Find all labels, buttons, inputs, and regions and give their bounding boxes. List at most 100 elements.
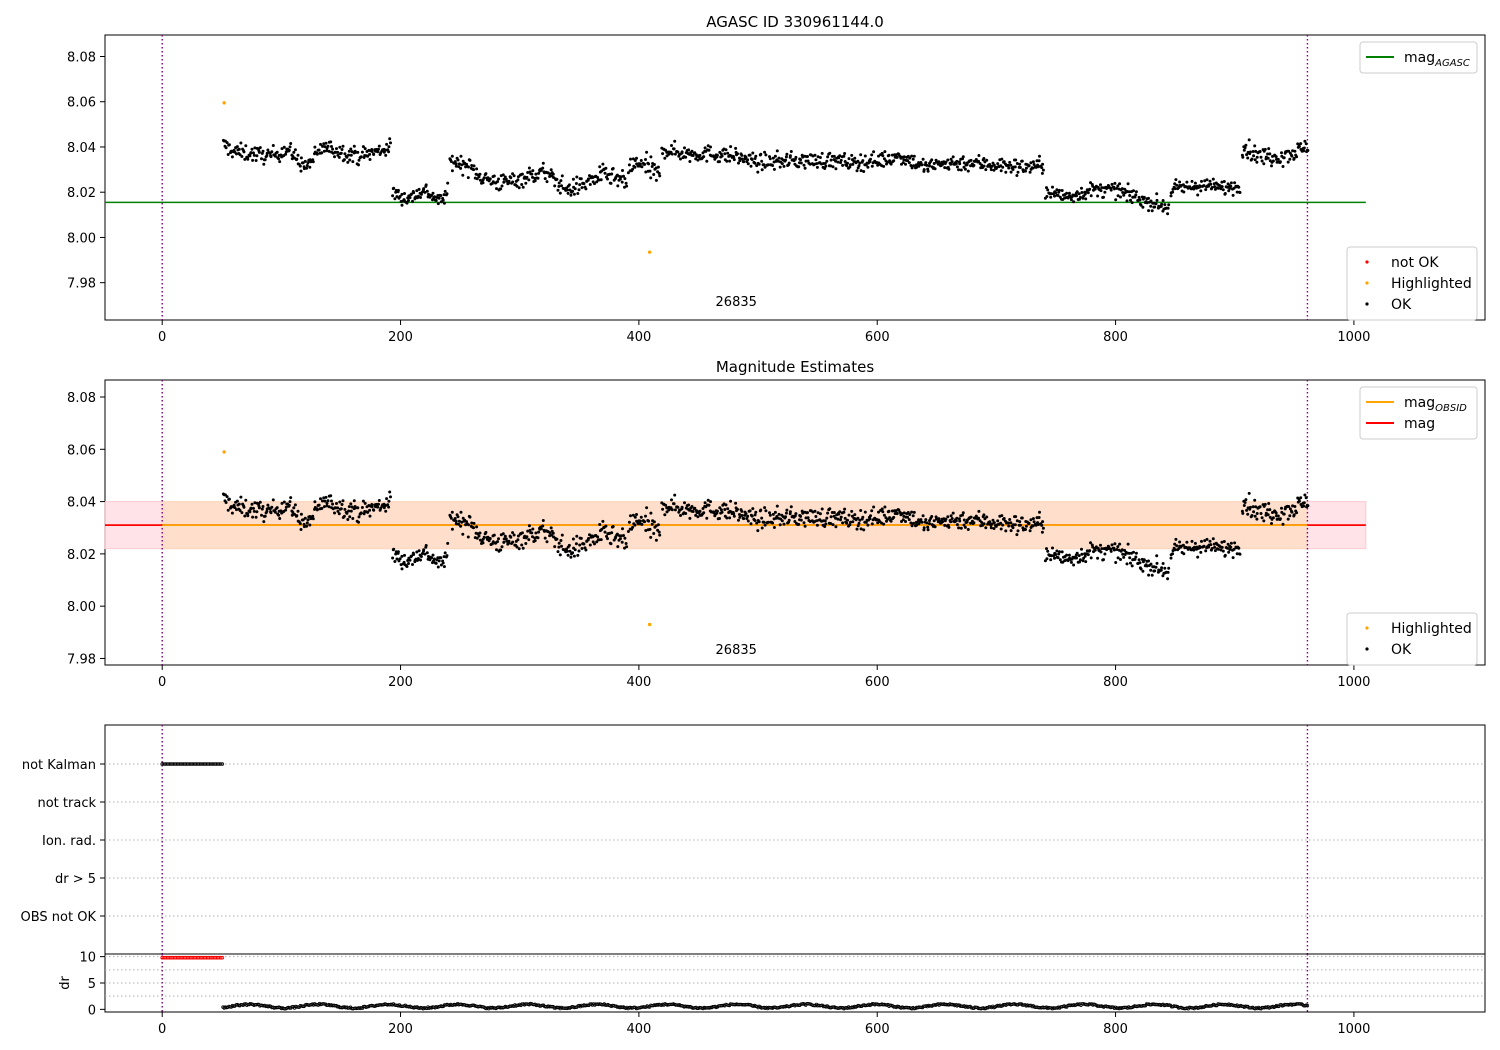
ok-point bbox=[1125, 562, 1129, 566]
ok-point bbox=[242, 150, 246, 154]
ok-point bbox=[1268, 152, 1272, 156]
ok-point bbox=[484, 530, 488, 534]
ok-point bbox=[1139, 567, 1143, 571]
ok-point bbox=[705, 516, 709, 520]
ok-point bbox=[1112, 548, 1116, 552]
legend-box bbox=[1359, 41, 1478, 74]
ok-point bbox=[412, 553, 416, 556]
ok-point bbox=[649, 511, 653, 515]
ok-point bbox=[787, 161, 791, 165]
ok-point bbox=[357, 163, 360, 167]
ok-point bbox=[737, 161, 740, 165]
ok-point bbox=[442, 193, 446, 197]
ok-point bbox=[990, 522, 994, 526]
ok-point bbox=[706, 144, 710, 148]
ok-point bbox=[1297, 499, 1301, 503]
ok-point bbox=[977, 516, 981, 520]
ok-point bbox=[266, 148, 270, 152]
ok-point bbox=[1016, 170, 1020, 174]
obsid-label: 26835 bbox=[716, 295, 757, 310]
ok-point bbox=[415, 550, 419, 554]
ok-point bbox=[784, 158, 788, 162]
ok-point bbox=[640, 522, 644, 526]
ok-point bbox=[457, 522, 461, 526]
x-tick-label: 1000 bbox=[1337, 330, 1370, 345]
ok-point bbox=[766, 163, 770, 167]
dr-ok-point bbox=[1275, 1004, 1280, 1009]
ok-point bbox=[1116, 184, 1120, 188]
ok-point bbox=[446, 541, 450, 545]
ok-point bbox=[237, 147, 241, 151]
ok-point bbox=[533, 539, 537, 543]
ok-point bbox=[360, 506, 364, 509]
ok-point bbox=[238, 509, 242, 512]
ok-point bbox=[284, 508, 288, 512]
ok-point bbox=[1084, 197, 1088, 201]
ok-point bbox=[346, 160, 350, 164]
ok-point bbox=[1037, 159, 1041, 163]
ok-point bbox=[1031, 524, 1035, 528]
ok-point bbox=[226, 508, 230, 512]
ok-point bbox=[270, 150, 274, 154]
ok-point bbox=[250, 147, 254, 151]
ok-point bbox=[857, 164, 861, 168]
ok-point bbox=[363, 147, 367, 151]
ok-point bbox=[225, 141, 229, 145]
ok-point bbox=[537, 171, 541, 175]
ok-point bbox=[862, 170, 866, 173]
ok-point bbox=[702, 155, 706, 159]
ok-point bbox=[336, 509, 340, 513]
y-tick-label: 8.00 bbox=[67, 600, 96, 615]
ok-point bbox=[501, 173, 505, 177]
ok-point bbox=[422, 548, 426, 552]
ok-point bbox=[507, 179, 511, 183]
ok-point bbox=[684, 512, 688, 515]
ok-point bbox=[557, 184, 561, 188]
ok-point bbox=[410, 554, 413, 558]
ok-point bbox=[693, 151, 697, 155]
ok-point bbox=[520, 531, 524, 535]
ok-point bbox=[825, 159, 829, 163]
y-tick-label: 10 bbox=[79, 951, 96, 966]
ok-point bbox=[1270, 164, 1273, 168]
ok-point bbox=[1161, 574, 1165, 578]
ok-point bbox=[226, 153, 230, 156]
ok-point bbox=[1266, 152, 1270, 156]
x-tick-label: 200 bbox=[388, 330, 413, 345]
ok-point bbox=[305, 164, 309, 167]
ok-point bbox=[1278, 517, 1282, 521]
ok-point bbox=[756, 170, 760, 174]
ok-point bbox=[1253, 144, 1257, 148]
ok-point bbox=[1099, 189, 1103, 193]
highlighted-point bbox=[222, 101, 226, 105]
ok-point bbox=[869, 157, 872, 161]
ok-point bbox=[1058, 188, 1061, 192]
ok-point bbox=[912, 521, 915, 525]
ok-point bbox=[1102, 558, 1105, 562]
ok-point bbox=[1216, 547, 1220, 551]
ok-point bbox=[990, 164, 994, 168]
ok-point bbox=[601, 519, 605, 523]
ok-point bbox=[558, 191, 562, 195]
ok-point bbox=[322, 496, 326, 500]
ok-point bbox=[1295, 511, 1299, 515]
ok-point bbox=[1153, 205, 1157, 209]
ok-point bbox=[475, 177, 479, 181]
ok-point bbox=[1233, 181, 1237, 185]
ok-point bbox=[243, 157, 247, 161]
ok-point bbox=[553, 545, 557, 549]
ok-point bbox=[1193, 184, 1196, 188]
ok-point bbox=[831, 523, 835, 527]
ok-point bbox=[679, 157, 682, 161]
ok-point bbox=[823, 525, 827, 528]
ok-point bbox=[688, 160, 692, 163]
ok-point bbox=[377, 502, 380, 506]
ok-point bbox=[877, 154, 880, 158]
ok-point bbox=[261, 505, 265, 508]
ok-point bbox=[1251, 150, 1255, 153]
ok-point bbox=[754, 154, 758, 158]
ok-point bbox=[315, 152, 319, 156]
ok-point bbox=[1007, 524, 1011, 528]
ok-point bbox=[962, 161, 966, 165]
ok-point bbox=[568, 549, 572, 553]
